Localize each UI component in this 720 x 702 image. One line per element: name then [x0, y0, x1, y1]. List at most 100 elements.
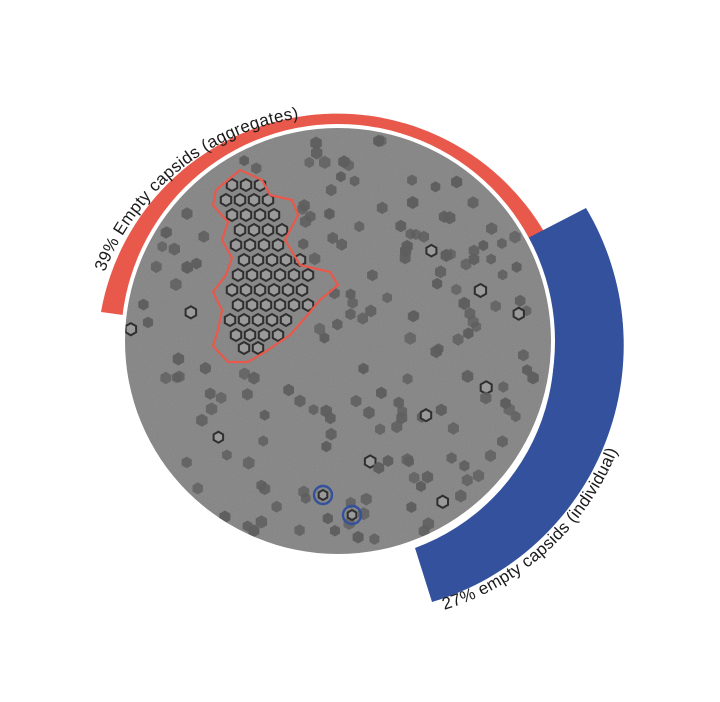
full-capsid	[305, 210, 316, 223]
empty-capsid	[253, 282, 267, 298]
empty-capsid	[287, 297, 301, 313]
full-capsid	[300, 492, 311, 504]
full-capsid	[497, 237, 507, 249]
full-capsid	[199, 361, 211, 375]
full-capsid	[198, 230, 210, 243]
empty-capsid	[273, 267, 287, 283]
empty-capsid	[259, 297, 273, 313]
full-capsid	[343, 159, 354, 172]
full-capsid	[485, 449, 496, 463]
full-capsid	[309, 252, 321, 266]
full-capsid	[330, 525, 340, 537]
full-capsid	[363, 406, 375, 420]
full-capsid	[451, 283, 462, 296]
full-capsid	[461, 473, 473, 487]
full-capsid	[345, 288, 356, 300]
full-capsid	[248, 371, 260, 385]
empty-capsid	[281, 282, 295, 298]
full-capsid	[173, 370, 185, 383]
full-capsid	[369, 533, 380, 545]
empty-capsid	[229, 327, 243, 343]
empty-capsid	[184, 305, 198, 320]
full-capsid	[242, 520, 253, 532]
full-capsid	[407, 196, 419, 210]
empty-capsid	[233, 222, 247, 238]
full-capsid	[222, 449, 232, 461]
empty-capsid	[253, 207, 267, 223]
full-capsid	[308, 404, 319, 416]
empty-capsid	[301, 297, 315, 313]
full-capsid	[451, 175, 463, 189]
empty-capsid	[279, 312, 293, 328]
full-capsid	[408, 471, 420, 484]
full-capsid	[382, 292, 392, 304]
full-capsid	[352, 530, 364, 544]
empty-capsid	[473, 282, 488, 299]
full-capsid	[430, 345, 442, 359]
empty-capsid	[231, 267, 245, 283]
full-capsid	[310, 136, 322, 150]
full-capsid	[325, 183, 337, 197]
full-capsid	[373, 134, 384, 148]
full-capsid	[191, 257, 202, 270]
full-capsid	[239, 155, 249, 167]
empty-capsid	[259, 267, 273, 283]
full-capsid	[192, 482, 203, 495]
full-capsid	[406, 501, 417, 513]
individual-capsid-marker	[341, 504, 363, 526]
full-capsid	[443, 211, 456, 225]
full-capsid	[461, 369, 474, 383]
empty-capsid	[239, 282, 253, 298]
empty-capsid	[231, 297, 245, 313]
full-capsid	[405, 228, 416, 240]
full-capsid	[319, 155, 331, 169]
full-capsid	[432, 277, 443, 290]
full-capsid	[463, 327, 474, 340]
full-capsid	[170, 277, 182, 291]
full-capsid	[480, 391, 492, 405]
full-capsid	[490, 300, 501, 313]
full-capsid	[468, 244, 480, 257]
micrograph	[121, 124, 555, 558]
full-capsid	[304, 156, 315, 168]
full-capsid	[298, 238, 309, 250]
full-capsid	[142, 316, 154, 329]
full-capsid	[510, 410, 521, 423]
full-capsid	[458, 296, 470, 310]
full-capsid	[311, 146, 323, 160]
full-capsid	[319, 332, 330, 344]
empty-capsid	[261, 222, 275, 238]
empty-capsid	[271, 327, 285, 343]
full-capsid	[168, 242, 180, 256]
full-capsid	[172, 352, 185, 366]
full-capsid	[460, 258, 472, 271]
empty-capsid	[229, 237, 243, 253]
full-capsid	[336, 171, 346, 183]
empty-capsid	[257, 237, 271, 253]
empty-capsid	[239, 177, 253, 193]
full-capsid	[486, 253, 496, 265]
full-capsid	[358, 362, 369, 375]
full-capsid	[259, 409, 270, 421]
capsid-particles	[125, 134, 539, 545]
full-capsid	[418, 230, 429, 243]
empty-capsid	[243, 327, 257, 343]
empty-capsid	[346, 508, 358, 522]
full-capsid	[435, 403, 447, 417]
full-capsid	[407, 174, 417, 186]
empty-capsid	[271, 237, 285, 253]
full-capsid	[478, 239, 489, 252]
empty-capsid	[247, 192, 261, 208]
empty-capsid	[279, 252, 293, 268]
empty-capsid	[251, 252, 265, 268]
full-capsid	[204, 387, 216, 400]
empty-capsid	[317, 488, 329, 502]
empty-capsid	[233, 192, 247, 208]
full-capsid	[345, 308, 356, 321]
full-capsid	[497, 269, 508, 281]
full-capsid	[452, 333, 464, 346]
full-capsid	[350, 394, 362, 408]
full-capsid	[242, 388, 253, 401]
full-capsid	[251, 162, 262, 175]
empty-capsid	[425, 243, 438, 258]
